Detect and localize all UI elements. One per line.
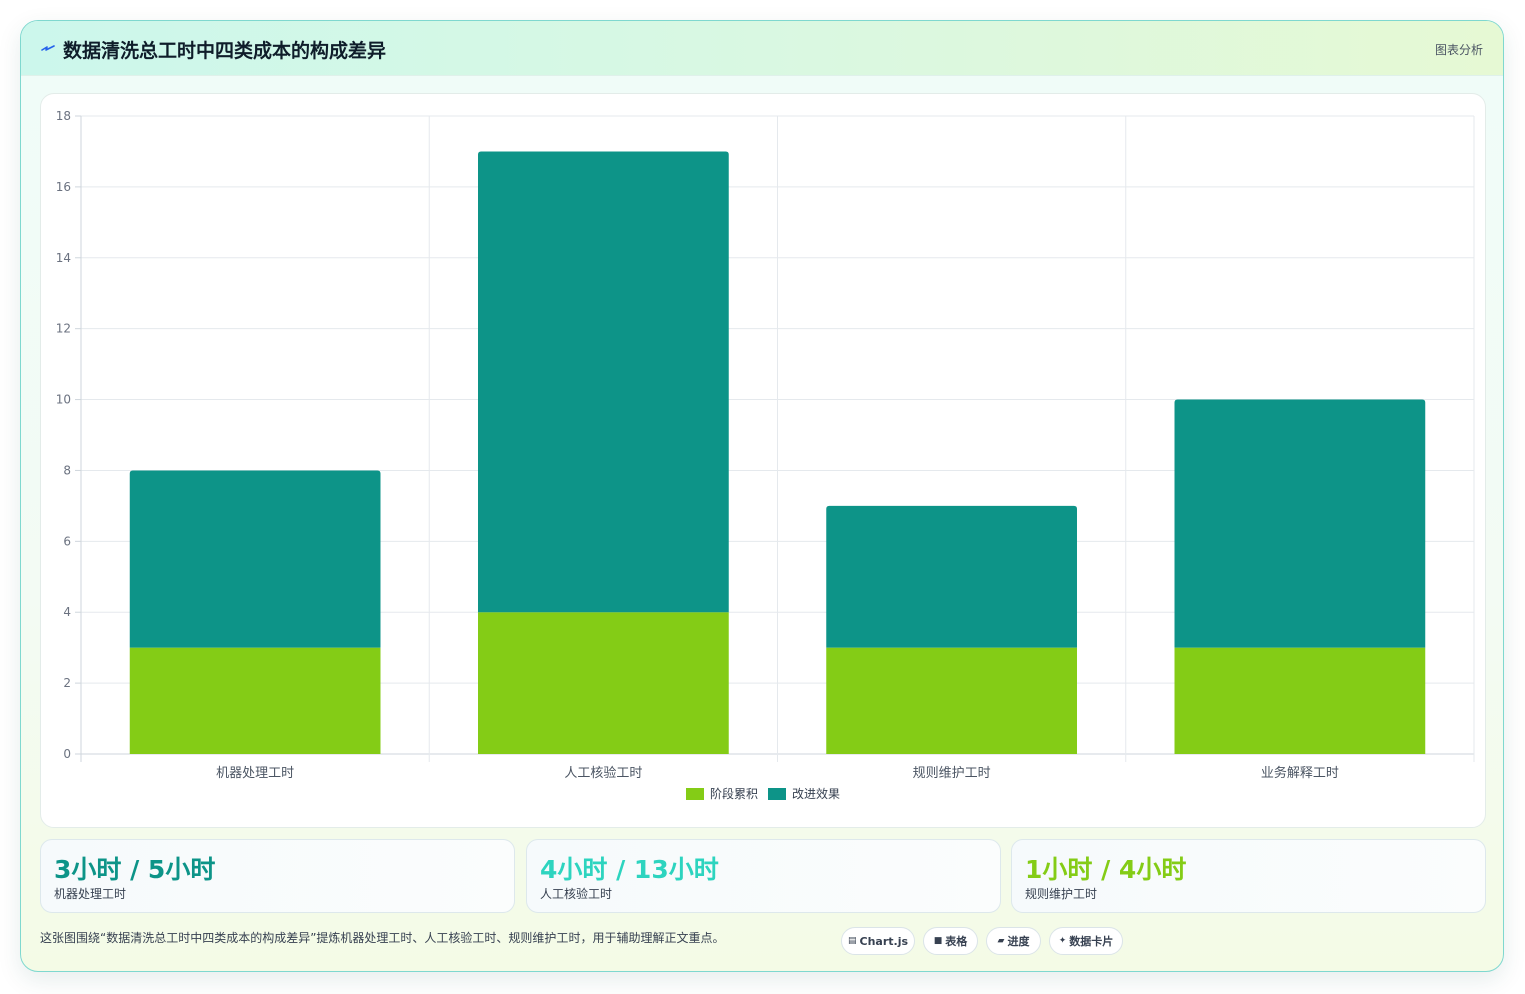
y-tick-label: 14: [56, 251, 71, 265]
sparkle-icon: [41, 45, 55, 51]
y-tick-label: 12: [56, 322, 71, 336]
y-tick-label: 2: [63, 676, 71, 690]
stat-value: 1小时 / 4小时: [1025, 855, 1187, 884]
legend-label: 阶段累积: [710, 786, 758, 801]
y-tick-label: 16: [56, 180, 71, 194]
stat-label: 人工核验工时: [540, 887, 613, 901]
y-tick-label: 18: [56, 109, 71, 123]
y-tick-label: 6: [63, 534, 71, 548]
progress-icon: ▰: [997, 936, 1005, 946]
stat-card-machine: 3小时 / 5小时 机器处理工时: [40, 839, 515, 913]
stat-card-rules: 1小时 / 4小时 规则维护工时: [1011, 839, 1486, 913]
pill-table[interactable]: ■ 表格: [923, 927, 978, 955]
bar-segment: [1174, 647, 1426, 754]
bar-segment: [129, 647, 381, 754]
bar-segment: [478, 612, 729, 754]
chart-panel: 0 2 4 6 8 10 12 14 16 18 机器处理工时 人工核验工时 规则维护工时 业务解释工时阶…: [40, 93, 1486, 828]
bar-segment: [826, 505, 1077, 648]
stat-value: 4小时 / 13小时: [540, 855, 719, 884]
pill-label: Chart.js: [859, 934, 909, 948]
chart-icon: ▤: [847, 936, 857, 946]
pill-datacard[interactable]: ✦ 数据卡片: [1049, 927, 1123, 955]
bar-segment: [478, 151, 729, 613]
y-tick-label: 4: [63, 605, 71, 619]
x-tick-label: 机器处理工时: [216, 766, 294, 781]
stat-label: 机器处理工时: [54, 887, 127, 901]
legend-swatch: [768, 788, 786, 800]
stat-label: 规则维护工时: [1025, 887, 1098, 901]
card-header: 数据清洗总工时中四类成本的构成差异 图表分析: [21, 21, 1503, 76]
y-tick-label: 8: [63, 463, 71, 477]
bar-segment: [129, 470, 381, 648]
pill-label: 数据卡片: [1069, 935, 1114, 948]
x-tick-label: 人工核验工时: [564, 765, 642, 781]
stat-value: 3小时 / 5小时: [54, 855, 216, 884]
table-icon: ■: [933, 936, 943, 946]
chart-title: 数据清洗总工时中四类成本的构成差异: [63, 40, 387, 62]
pill-chartjs[interactable]: ▤ Chart.js: [841, 927, 915, 955]
bar-segment: [1174, 399, 1426, 648]
x-tick-label: 规则维护工时: [913, 766, 991, 781]
stacked-bar-chart: 0 2 4 6 8 10 12 14 16 18 机器处理工时 人工核验工时 规则维护工时 业务解释工时阶…: [56, 109, 1475, 801]
pill-label: 表格: [945, 935, 968, 948]
chart-card: 数据清洗总工时中四类成本的构成差异 图表分析 0 2 4 6 8 10 12 14 16 18 机器…: [20, 20, 1504, 972]
x-tick-label: 业务解释工时: [1261, 765, 1339, 781]
header-tag: 图表分析: [1434, 43, 1483, 57]
stat-card-manual: 4小时 / 13小时 人工核验工时: [526, 839, 1001, 913]
footer-note: 这张图围绕“数据清洗总工时中四类成本的构成差异”提炼机器处理工时、人工核验工时、…: [40, 931, 725, 945]
pill-progress[interactable]: ▰ 进度: [986, 927, 1041, 955]
bar-segment: [826, 647, 1077, 754]
legend-swatch: [686, 788, 704, 800]
card-icon: ✦: [1058, 936, 1067, 946]
pill-label: 进度: [1007, 935, 1030, 948]
y-tick-label: 0: [63, 747, 71, 761]
legend-label: 改进效果: [792, 786, 840, 801]
y-tick-label: 10: [56, 393, 71, 407]
